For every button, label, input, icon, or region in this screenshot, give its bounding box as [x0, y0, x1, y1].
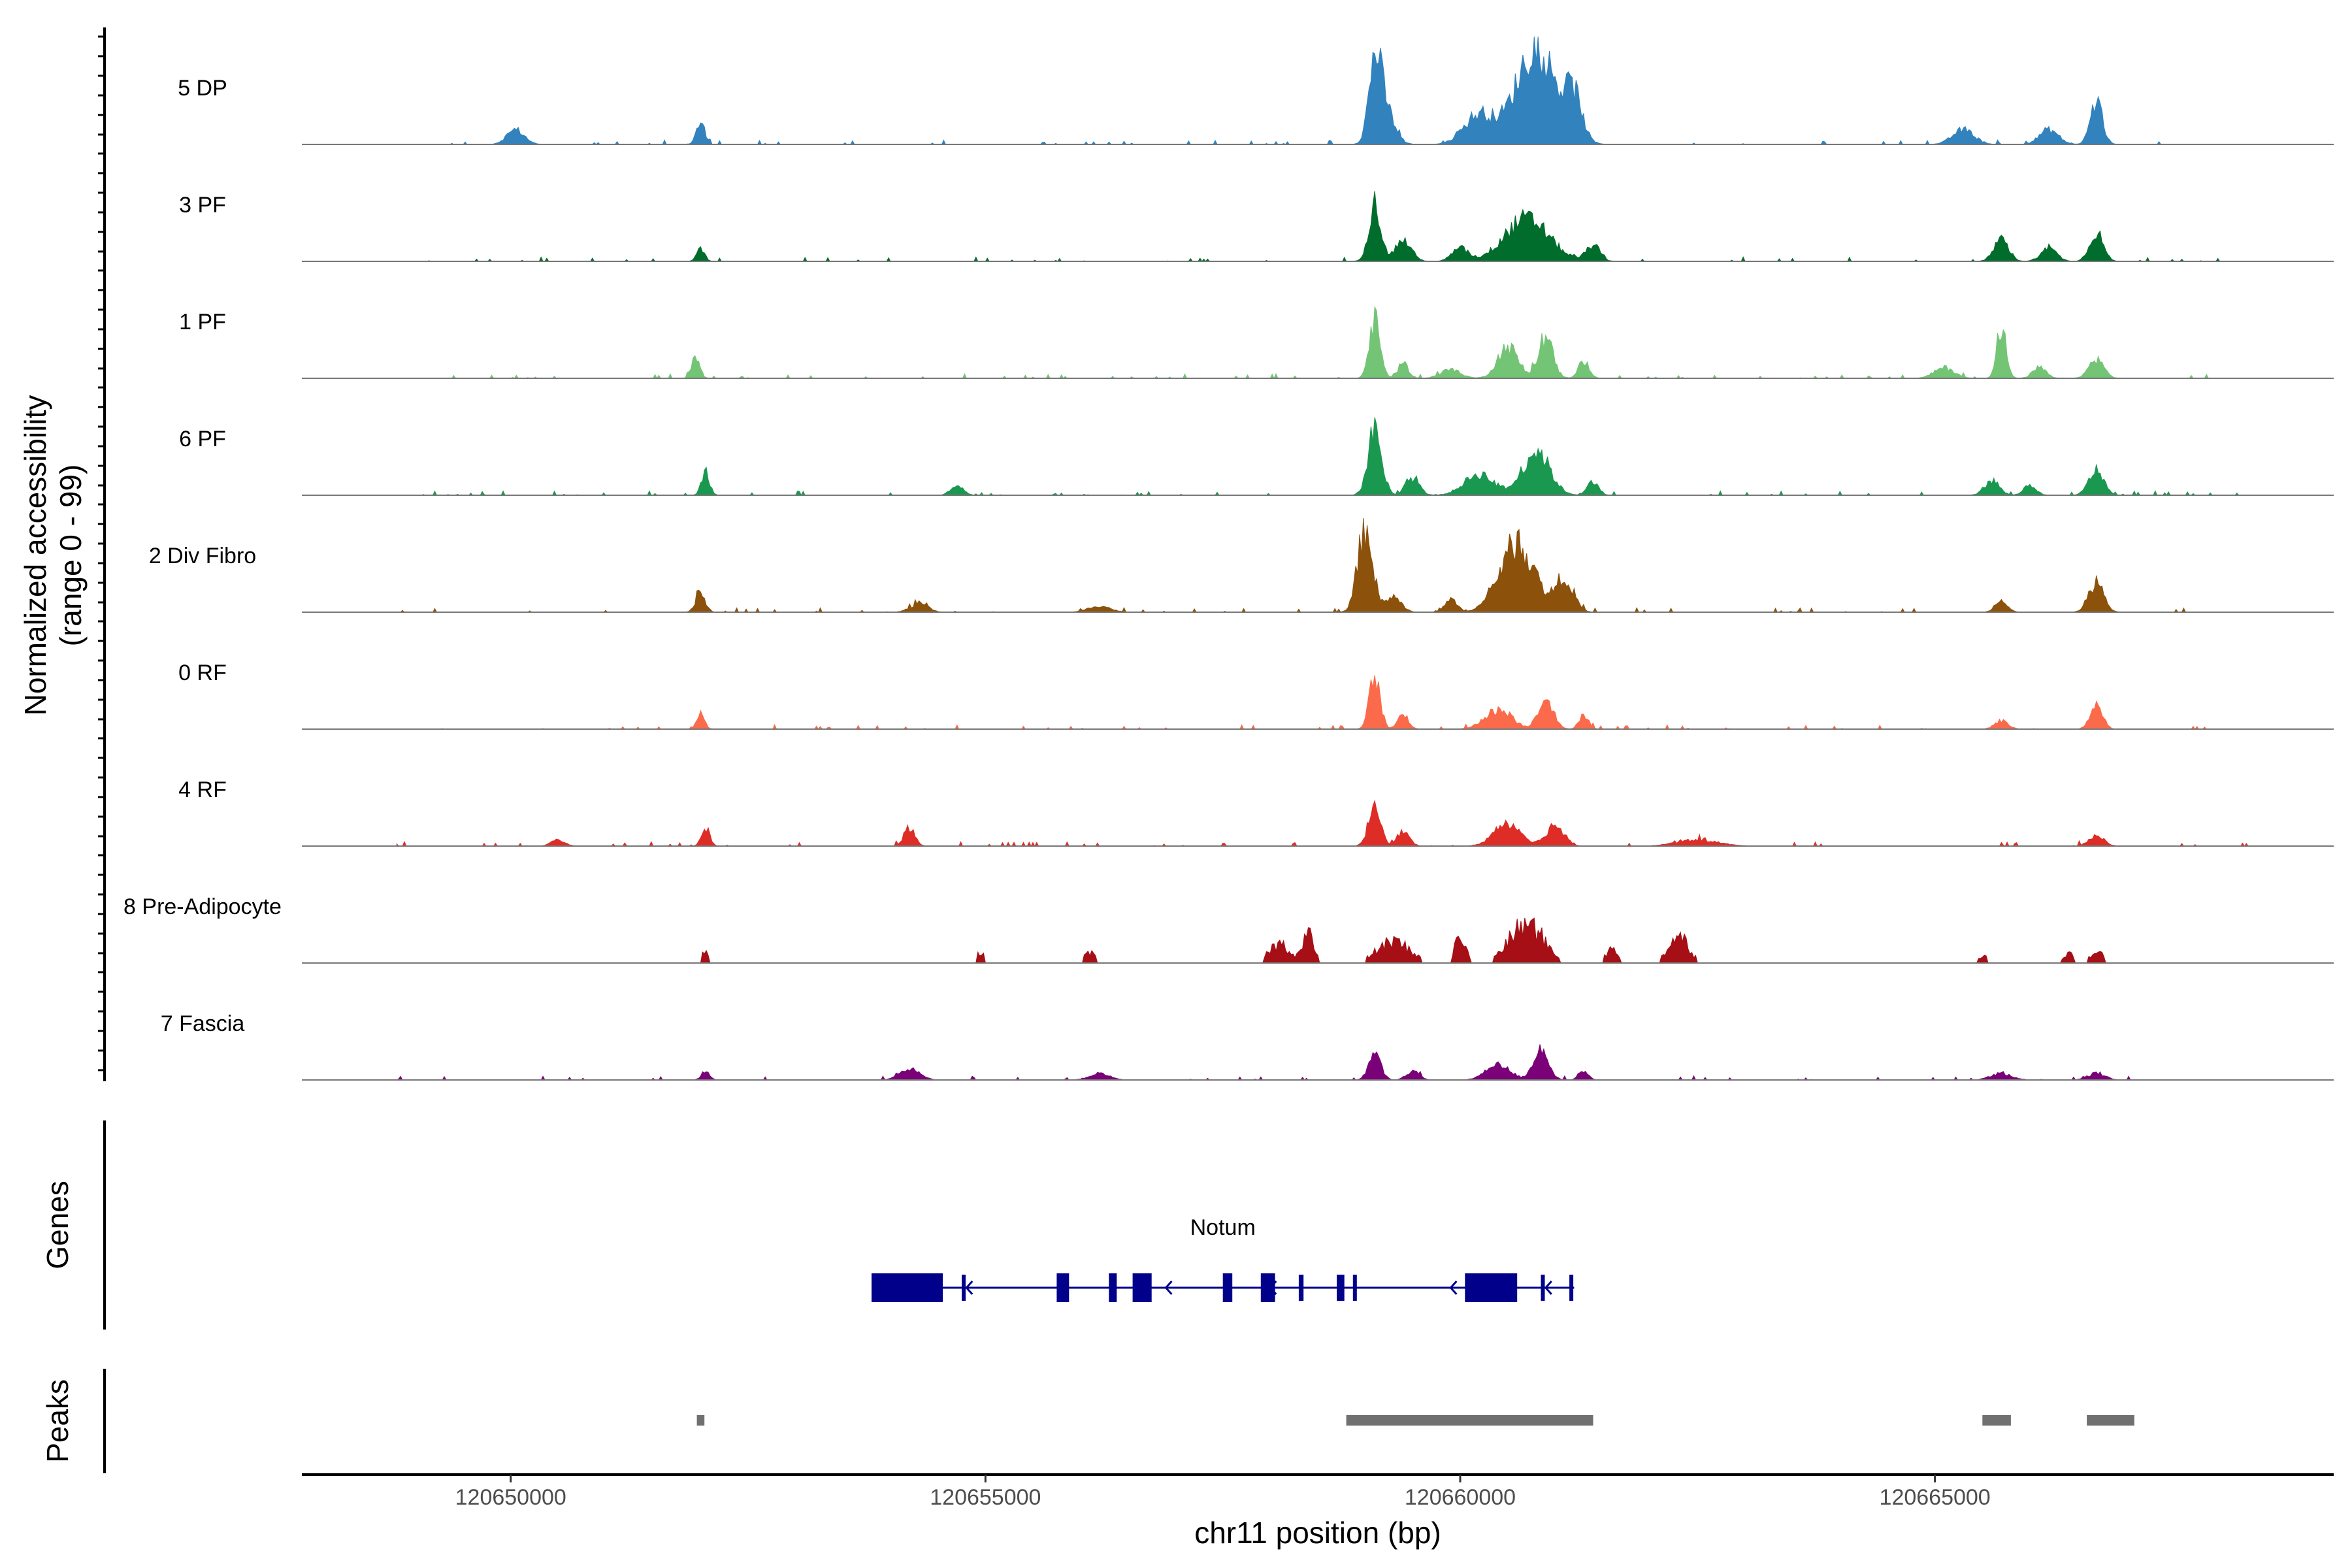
y-axis-title: Normalized accessibility (range 0 - 99)	[18, 395, 88, 716]
track-label: 2 Div Fibro	[149, 544, 256, 568]
gene-exon	[1132, 1273, 1152, 1302]
x-tick-label: 120660000	[1405, 1485, 1516, 1510]
gene-exon	[1260, 1273, 1275, 1302]
peak-region	[2087, 1415, 2134, 1426]
gene-exon	[1109, 1273, 1117, 1302]
track-label: 8 Pre-Adipocyte	[123, 894, 282, 919]
track-label: 0 RF	[178, 661, 227, 685]
track-label: 7 Fascia	[161, 1011, 245, 1036]
x-axis-ticks: 120650000 120655000 120660000 120665000	[455, 1475, 1991, 1510]
track-3: 1 PF	[179, 305, 2334, 380]
gene-exon	[1569, 1275, 1574, 1301]
gene-exon	[1222, 1273, 1233, 1302]
gene-exon	[1056, 1273, 1070, 1302]
track-6: 0 RF	[178, 661, 2334, 730]
gene-exon	[1337, 1275, 1345, 1301]
coverage-area	[434, 305, 2220, 380]
track-2: 3 PF	[179, 191, 2334, 262]
gene-name-label: Notum	[1190, 1215, 1256, 1240]
track-1: 5 DP	[178, 36, 2334, 145]
y-axis-title-line1: Normalized accessibility	[18, 395, 52, 716]
coverage-area	[416, 417, 2249, 497]
coverage-area	[397, 517, 2239, 613]
gene-exon	[1298, 1275, 1304, 1301]
track-4: 6 PF	[179, 417, 2334, 497]
track-8: 8 Pre-Adipocyte	[123, 894, 2334, 964]
coverage-area	[397, 36, 2220, 145]
gene-exon	[1465, 1273, 1518, 1302]
x-tick-label: 120650000	[455, 1485, 566, 1510]
track-label: 6 PF	[179, 427, 226, 451]
x-axis-title: chr11 position (bp)	[1194, 1516, 1441, 1550]
peak-region	[1346, 1415, 1593, 1426]
coverage-y-axis-ticks	[98, 35, 105, 1071]
track-7: 4 RF	[178, 777, 2334, 847]
gene-model: Notum	[871, 1215, 1575, 1302]
track-label: 4 RF	[178, 777, 227, 802]
track-label: 1 PF	[179, 310, 226, 335]
track-label: 5 DP	[178, 76, 227, 101]
track-9: 7 Fascia	[161, 1011, 2334, 1081]
coverage-area	[395, 1044, 2249, 1081]
x-tick-label: 120665000	[1880, 1485, 1991, 1510]
peak-regions	[696, 1415, 2134, 1426]
coverage-tracks: 5 DP 3 PF 1 PF 6 PF 2 Div Fibro 0 RF 4 RF 8 Pre…	[123, 36, 2334, 1081]
track-label: 3 PF	[179, 193, 226, 218]
coverage-area	[397, 675, 2239, 730]
gene-exon	[1352, 1275, 1357, 1301]
x-tick-label: 120655000	[930, 1485, 1041, 1510]
coverage-area	[700, 917, 2239, 964]
y-axis-title-line2: (range 0 - 99)	[54, 465, 88, 647]
strand-arrow	[965, 1280, 973, 1296]
strand-arrow	[1449, 1280, 1458, 1296]
gene-exon	[872, 1273, 943, 1302]
peak-region	[1982, 1415, 2011, 1426]
gene-exon	[1541, 1275, 1545, 1301]
strand-arrow	[1544, 1280, 1552, 1296]
gene-exon	[962, 1275, 966, 1301]
peaks-panel-label: Peaks	[41, 1379, 74, 1463]
genes-panel-label: Genes	[41, 1181, 74, 1269]
track-5: 2 Div Fibro	[149, 517, 2334, 613]
coverage-area	[397, 191, 2221, 262]
peak-region	[696, 1415, 705, 1426]
strand-arrow	[1269, 1280, 1277, 1296]
strand-arrow	[1164, 1280, 1173, 1296]
coverage-area	[396, 799, 2249, 847]
